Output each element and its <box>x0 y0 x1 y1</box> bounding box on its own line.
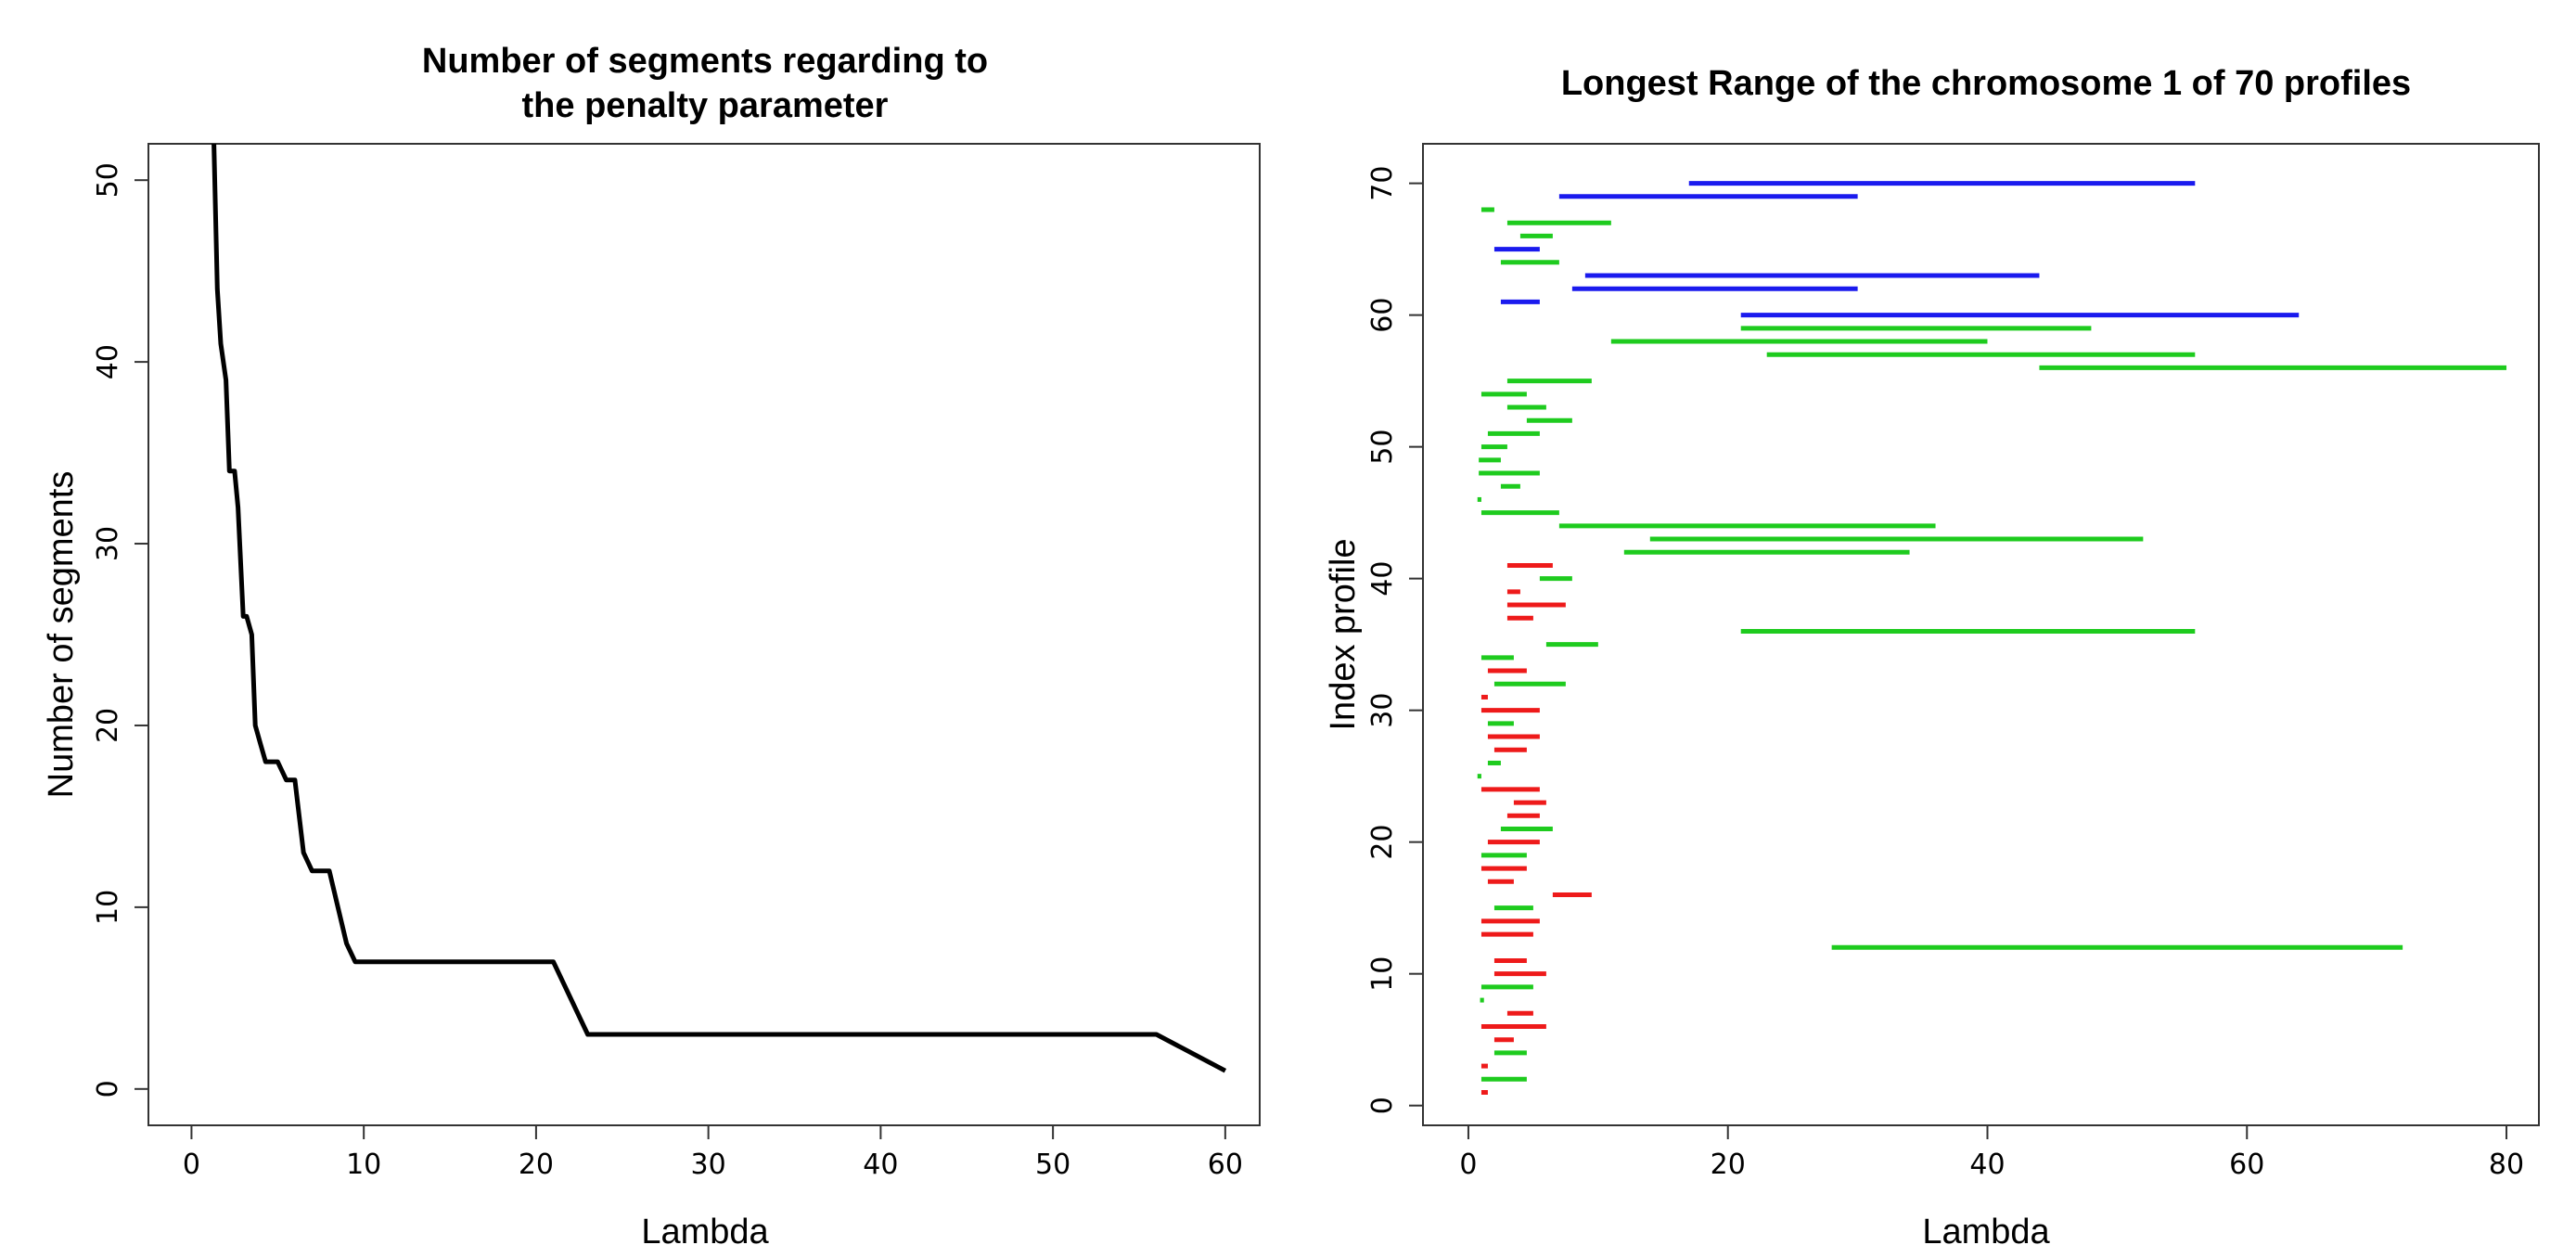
x-tick-label: 60 <box>1208 1149 1243 1181</box>
x-tick-label: 80 <box>2489 1149 2524 1181</box>
y-tick-label: 20 <box>92 708 124 743</box>
y-tick-label: 10 <box>1366 956 1399 992</box>
x-tick-label: 30 <box>691 1149 726 1181</box>
y-tick-label: 50 <box>92 162 124 198</box>
y-axis-ticks: 0 10 20 30 40 50 60 70 <box>1366 166 1423 1114</box>
y-tick-label: 60 <box>1366 298 1399 333</box>
x-axis-label: Lambda <box>641 1213 769 1245</box>
range-segments <box>1477 181 2507 1095</box>
y-tick-label: 0 <box>92 1080 124 1097</box>
x-tick-label: 20 <box>519 1149 554 1181</box>
x-tick-label: 0 <box>1459 1149 1477 1181</box>
y-tick-label: 10 <box>92 890 124 925</box>
chart-title-line-1: Number of segments regarding to <box>422 42 988 81</box>
segments-chart: Number of segments regarding to the pena… <box>42 42 1261 1245</box>
chart-title-line-2: the penalty parameter <box>522 86 889 125</box>
y-tick-label: 50 <box>1366 430 1399 465</box>
segments-series-line <box>211 143 1227 1073</box>
plot-frame <box>147 143 1261 1126</box>
x-tick-label: 10 <box>346 1149 381 1181</box>
x-axis-ticks: 0 10 20 30 40 50 60 <box>183 1125 1243 1181</box>
y-tick-label: 30 <box>1366 693 1399 728</box>
x-tick-label: 50 <box>1035 1149 1070 1181</box>
x-axis-ticks: 0 20 40 60 80 <box>1459 1125 2524 1181</box>
chart-title: Longest Range of the chromosome 1 of 70 … <box>1561 64 2411 103</box>
x-tick-label: 40 <box>863 1149 898 1181</box>
x-tick-label: 20 <box>1711 1149 1746 1181</box>
y-axis-label: Index profile <box>1324 538 1363 730</box>
x-tick-label: 60 <box>2229 1149 2264 1181</box>
y-tick-label: 40 <box>92 344 124 379</box>
y-axis-label: Number of segments <box>42 471 81 799</box>
y-tick-label: 0 <box>1366 1097 1399 1114</box>
y-tick-label: 20 <box>1366 825 1399 860</box>
y-tick-label: 70 <box>1366 166 1399 201</box>
x-tick-label: 0 <box>183 1149 200 1181</box>
x-axis-label: Lambda <box>1922 1213 2050 1245</box>
y-axis-ticks: 0 10 20 30 40 50 <box>92 162 148 1097</box>
x-tick-label: 40 <box>1969 1149 2005 1181</box>
longest-range-chart: Longest Range of the chromosome 1 of 70 … <box>1324 64 2540 1245</box>
y-tick-label: 40 <box>1366 561 1399 597</box>
y-tick-label: 30 <box>92 526 124 561</box>
